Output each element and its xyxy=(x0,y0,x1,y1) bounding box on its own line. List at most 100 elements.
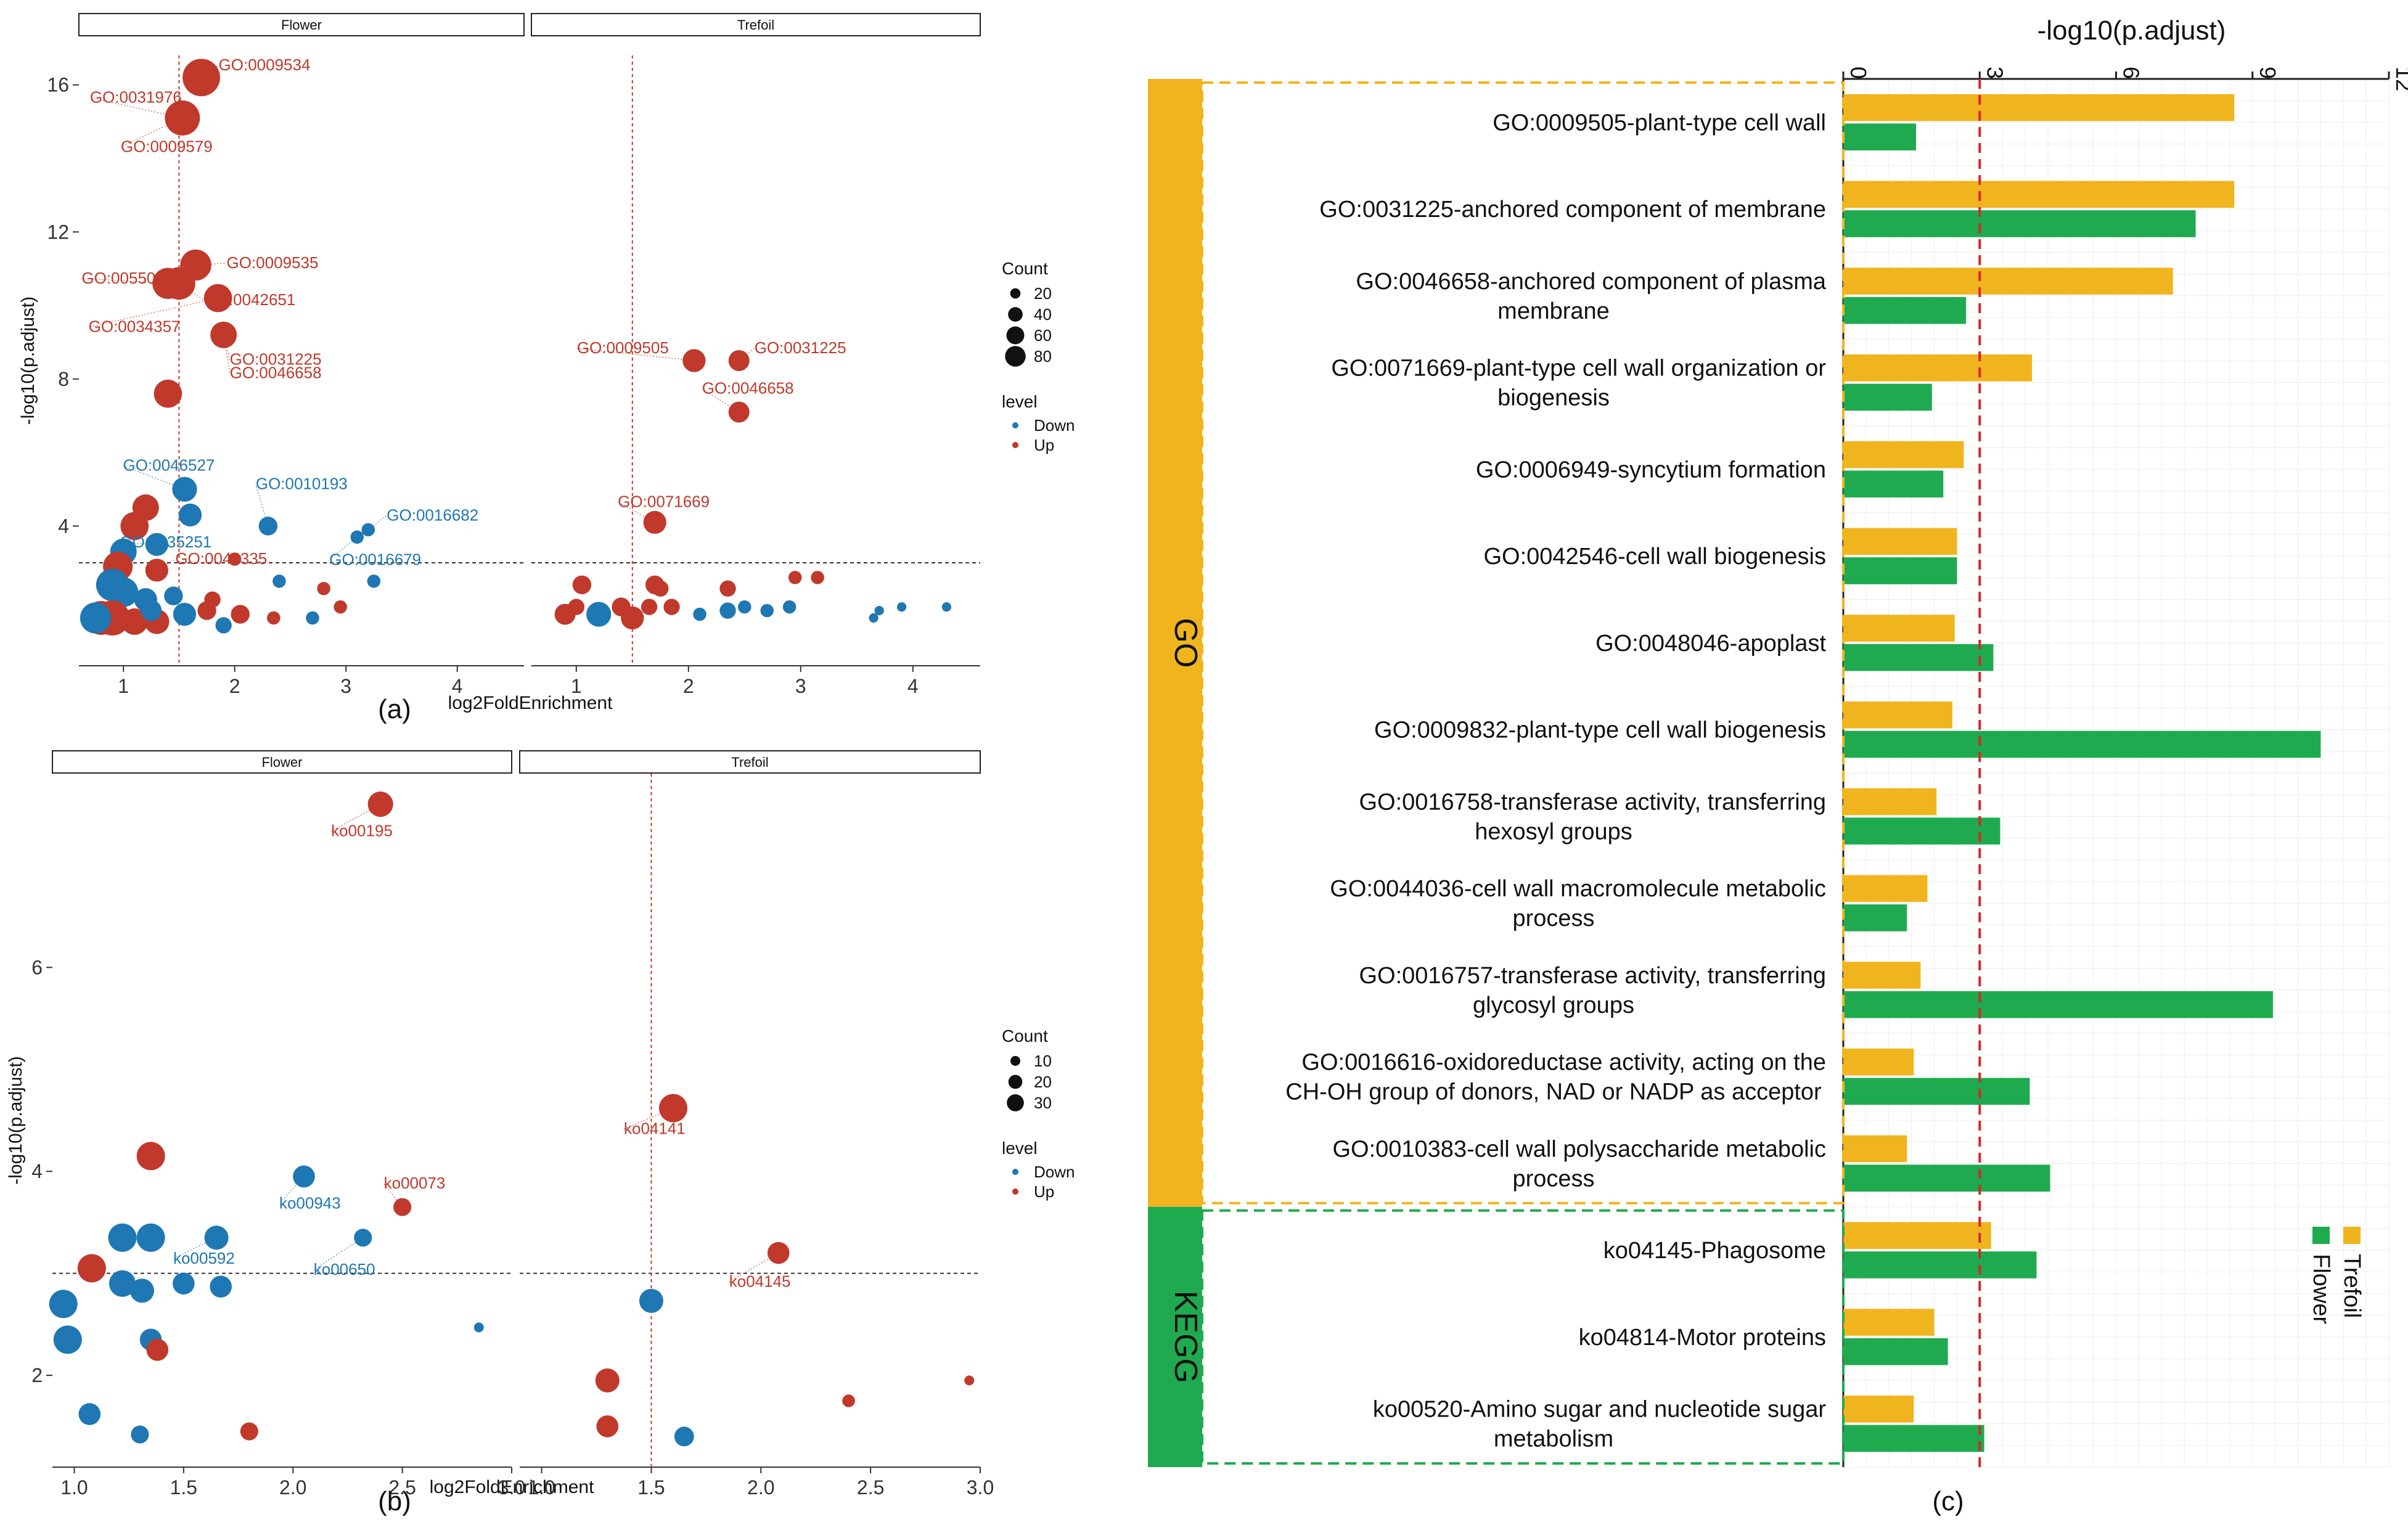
annotation-leader xyxy=(81,278,168,284)
point-label: ko04141 xyxy=(624,1119,686,1138)
data-point-up xyxy=(811,571,824,584)
data-point-down xyxy=(210,1275,232,1298)
point-label: GO:0071669 xyxy=(618,492,710,510)
panel-a: 481216-log10(p.adjust)log2FoldEnrichment… xyxy=(18,13,1075,713)
bar-trefoil xyxy=(1843,615,1955,642)
y-axis-title: -log10(p.adjust) xyxy=(18,297,38,425)
data-point-down xyxy=(136,1223,165,1252)
category-label: process xyxy=(1512,1166,1594,1192)
data-point-up xyxy=(120,512,149,541)
annotation-leader xyxy=(88,298,218,328)
annotation-leader xyxy=(120,542,157,545)
group-bar-go xyxy=(1148,79,1202,1207)
legend-label: Trefoil xyxy=(2339,1254,2365,1318)
data-point-down xyxy=(173,602,197,626)
data-point-up xyxy=(596,1415,619,1438)
category-label: GO:0009832-plant-type cell wall biogenes… xyxy=(1374,718,1826,743)
data-point-up xyxy=(964,1375,975,1386)
data-point-down xyxy=(306,611,319,625)
annotation-leader xyxy=(89,97,182,118)
data-point-up xyxy=(572,575,592,595)
annotation-leader xyxy=(157,558,176,571)
data-point-down xyxy=(145,533,168,556)
legend-count-title: Count xyxy=(1002,259,1048,278)
bar-flower xyxy=(1843,1251,2037,1278)
group-box-kegg xyxy=(1201,1209,1845,1465)
bar-trefoil xyxy=(1843,1309,1935,1336)
legend-count-title: Count xyxy=(1002,1026,1048,1045)
data-point-up xyxy=(182,59,220,97)
point-label: ko00195 xyxy=(331,822,393,840)
bar-trefoil xyxy=(1843,181,2235,208)
x-tick-label: 3 xyxy=(340,675,351,697)
data-point-down xyxy=(782,600,797,614)
x-tick-label: 1.0 xyxy=(60,1476,88,1499)
category-label: GO:0006949-syncytium formation xyxy=(1476,457,1826,483)
bar-trefoil xyxy=(1843,1135,1907,1163)
category-label: GO:0031225-anchored component of membran… xyxy=(1319,197,1826,223)
annotation-leader xyxy=(702,388,739,412)
data-point-down xyxy=(639,1288,663,1313)
group-bar-kegg xyxy=(1148,1206,1202,1467)
annotation-leader xyxy=(201,65,219,78)
category-label: ko04814-Motor proteins xyxy=(1579,1325,1826,1351)
x-tick-label: 1 xyxy=(571,675,582,697)
bar-trefoil xyxy=(1843,875,1928,902)
data-point-down xyxy=(350,530,364,544)
legend-count-label: 20 xyxy=(1034,284,1052,303)
data-point-down xyxy=(53,1325,82,1354)
data-point-up xyxy=(77,1254,106,1283)
legend-level-swatch xyxy=(1012,442,1018,448)
data-point-up xyxy=(652,580,669,597)
category-label: GO:0044036-cell wall macromolecule metab… xyxy=(1330,876,1826,902)
legend-level-swatch xyxy=(1012,1169,1018,1175)
data-point-down xyxy=(738,600,751,614)
point-label: GO:0016682 xyxy=(387,505,478,524)
panel-b: 2 4 6 -log10(p.adjust) log2FoldEnrichment Flo… xyxy=(6,750,1075,1499)
x-tick-label: 3 xyxy=(795,675,806,697)
point-label: GO:0042651 xyxy=(203,290,295,309)
x-tick-label: 1.5 xyxy=(170,1476,197,1499)
legend-count-swatch xyxy=(1010,1055,1021,1066)
point-label: GO:0042335 xyxy=(175,549,267,568)
data-point-down xyxy=(719,602,736,619)
x-tick-label: 0 xyxy=(1846,67,1871,79)
data-point-down xyxy=(215,617,232,634)
data-point-up xyxy=(842,1394,855,1407)
annotation-leader xyxy=(739,348,755,361)
category-label: GO:0071669-plant-type cell wall organiza… xyxy=(1331,356,1826,382)
bar-trefoil xyxy=(1843,701,1952,729)
annotation-leader xyxy=(367,515,387,530)
point-label: GO:0034357 xyxy=(89,317,181,336)
data-point-down xyxy=(109,577,139,607)
bar-flower xyxy=(1843,123,1916,151)
category-label: membrane xyxy=(1497,298,1610,324)
data-point-down xyxy=(141,600,162,621)
x-tick-label: 2.5 xyxy=(388,1476,416,1499)
data-point-down xyxy=(361,523,375,537)
point-label: GO:0046527 xyxy=(123,456,215,475)
x-tick-label: 3.0 xyxy=(498,1476,525,1499)
data-point-down xyxy=(693,607,706,621)
bar-trefoil xyxy=(1843,962,1921,989)
data-point-up xyxy=(621,606,644,630)
annotation-leader xyxy=(223,335,231,360)
panel-a-tag: (a) xyxy=(378,694,411,724)
facet-strip-label: Trefoil xyxy=(731,755,768,770)
y-tick-label: 8 xyxy=(58,368,69,390)
bar-flower xyxy=(1843,383,1932,411)
data-point-up xyxy=(595,1368,620,1393)
x-tick-label: 2.0 xyxy=(747,1476,774,1499)
bar-flower xyxy=(1843,210,2196,237)
x-tick-label: 1.0 xyxy=(528,1476,555,1499)
annotation-leader xyxy=(223,335,231,374)
annotation-leader xyxy=(576,348,694,361)
data-point-up xyxy=(154,379,182,408)
annotation-leader xyxy=(729,1253,779,1283)
bar-flower xyxy=(1843,1425,1984,1452)
data-point-down xyxy=(941,602,952,612)
data-point-up xyxy=(663,599,680,615)
data-point-down xyxy=(367,575,381,588)
legend-count-swatch xyxy=(1007,1094,1024,1111)
point-label: GO:0009505 xyxy=(577,338,669,357)
